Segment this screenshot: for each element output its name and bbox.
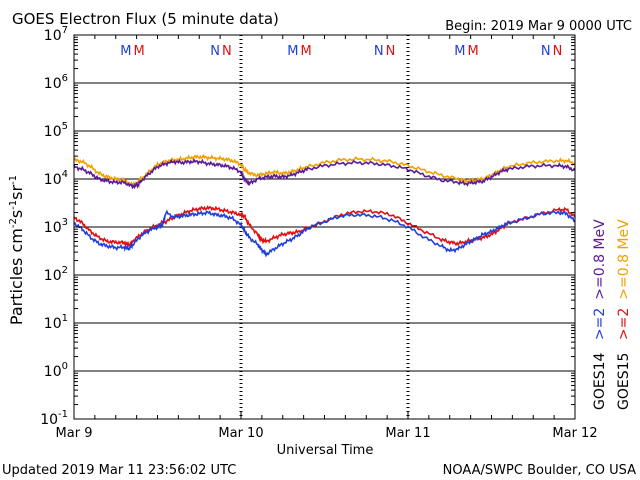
y-tick-base: 10	[44, 28, 62, 44]
series-line-goes14-2-mev	[73, 209, 576, 258]
y-tick-label: 100	[44, 361, 68, 380]
y-tick-exponent: 7	[62, 25, 68, 36]
y-tick-label: 104	[44, 169, 68, 188]
y-tick-exponent: 2	[62, 265, 68, 276]
orbit-marker-letter: N	[210, 44, 220, 59]
legend-goes15: GOES15 >=2 >=0.8 MeV	[616, 219, 632, 410]
y-tick-exponent: 5	[62, 121, 68, 132]
y-axis-label: Particles cm-2s-1sr-1	[7, 175, 26, 325]
legend-entry: GOES14	[592, 352, 608, 410]
y-axis-label-exp3: -1	[8, 175, 19, 185]
y-axis-label-exp2: -1	[8, 200, 19, 210]
orbit-marker-letter: M	[467, 44, 478, 59]
orbit-marker-letter: M	[133, 44, 144, 59]
y-tick-exponent: 1	[62, 313, 68, 324]
y-tick-label: 103	[44, 217, 68, 236]
series-layer	[73, 153, 576, 258]
x-tick-label: Mar 11	[385, 426, 430, 441]
y-axis-label-exp1: -2	[8, 218, 19, 228]
series-line-goes14-0-8-mev	[73, 158, 576, 190]
y-tick-label: 102	[44, 265, 68, 284]
y-tick-exponent: 3	[62, 217, 68, 228]
y-tick-base: 10	[44, 316, 62, 332]
legend-goes14: GOES14 >=2 >=0.8 MeV	[592, 219, 608, 410]
y-tick-label: 101	[44, 313, 68, 332]
legend-entry: >=0.8 MeV	[592, 219, 608, 300]
orbit-marker-letter: M	[287, 44, 298, 59]
orbit-marker-letter: M	[454, 44, 465, 59]
x-tick-label: Mar 10	[218, 426, 263, 441]
y-axis-label-s: s	[7, 210, 26, 218]
y-tick-base: 10	[44, 76, 62, 92]
y-tick-label: 107	[44, 25, 68, 44]
y-tick-label: 105	[44, 121, 68, 140]
y-axis-label-sr: sr	[7, 185, 26, 200]
orbit-marker-letter: N	[374, 44, 384, 59]
x-tick-label: Mar 9	[56, 426, 93, 441]
y-tick-base: 10	[40, 412, 58, 428]
y-tick-exponent: 0	[62, 361, 68, 372]
legend-entry: GOES15	[616, 353, 632, 410]
updated-label: Updated 2019 Mar 11 23:56:02 UTC	[2, 463, 236, 478]
x-axis-label: Universal Time	[277, 443, 374, 458]
y-tick-base: 10	[44, 172, 62, 188]
y-tick-base: 10	[44, 220, 62, 236]
orbit-marker-letter: N	[553, 44, 563, 59]
orbit-marker-letter: N	[222, 44, 232, 59]
orbit-marker-letter: M	[120, 44, 131, 59]
y-tick-base: 10	[44, 364, 62, 380]
y-tick-exponent: 6	[62, 73, 68, 84]
credit-label: NOAA/SWPC Boulder, CO USA	[443, 463, 636, 478]
orbit-marker-letter: M	[300, 44, 311, 59]
y-tick-exponent: -1	[58, 409, 68, 420]
y-tick-base: 10	[44, 268, 62, 284]
legend-entry: >=0.8 MeV	[616, 219, 632, 300]
y-tick-exponent: 4	[62, 169, 68, 180]
y-tick-label: 106	[44, 73, 68, 92]
begin-label: Begin: 2019 Mar 9 0000 UTC	[445, 19, 632, 34]
legend-entry: >=2	[592, 308, 608, 340]
orbit-marker-letter: N	[386, 44, 396, 59]
y-tick-base: 10	[44, 124, 62, 140]
chart-title: GOES Electron Flux (5 minute data)	[12, 10, 279, 28]
y-axis-label-base: Particles cm	[7, 228, 26, 325]
x-tick-label: Mar 12	[552, 426, 597, 441]
legend-layer: GOES14 >=2 >=0.8 MeV GOES15 >=2 >=0.8 MeV	[592, 219, 632, 410]
y-tick-label: 10-1	[40, 409, 68, 428]
legend-entry: >=2	[616, 308, 632, 340]
orbit-marker-letter: N	[541, 44, 551, 59]
